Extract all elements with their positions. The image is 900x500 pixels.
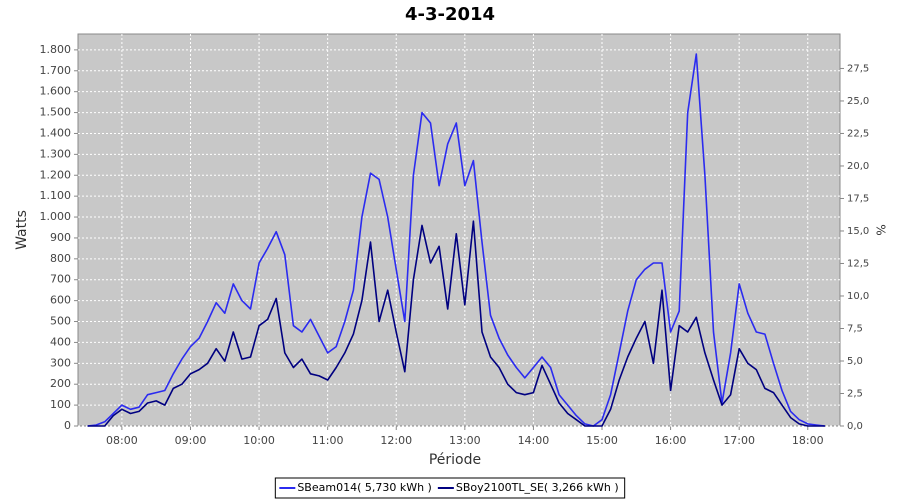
- x-tick-label: 08:00: [106, 434, 138, 447]
- y-axis-label: Watts: [14, 210, 30, 250]
- x-tick-label: 12:00: [380, 434, 412, 447]
- x-tick-label: 14:00: [518, 434, 550, 447]
- series-line: [87, 220, 825, 427]
- y-tick-label: 1.000: [40, 210, 72, 223]
- y-tick-label: 100: [50, 398, 71, 411]
- y-tick-label: 1.400: [40, 126, 72, 139]
- y2-tick-label: 27,5: [847, 63, 869, 74]
- x-tick-label: 13:00: [449, 434, 481, 447]
- chart-title: 4-3-2014: [405, 4, 495, 25]
- x-tick-label: 09:00: [175, 434, 207, 447]
- y2-tick-label: 7,5: [847, 323, 863, 334]
- series-line: [87, 53, 825, 427]
- y-tick-label: 600: [50, 294, 71, 307]
- y-tick-label: 900: [50, 231, 71, 244]
- x-tick-label: 10:00: [243, 434, 275, 447]
- y2-tick-label: 2,5: [847, 388, 863, 399]
- y-tick-label: 0: [64, 419, 71, 432]
- legend-label: SBeam014( 5,730 kWh ): [297, 481, 432, 494]
- y-tick-label: 500: [50, 315, 71, 328]
- y-tick-label: 1.100: [40, 189, 72, 202]
- y-tick-label: 1.300: [40, 147, 72, 160]
- y-tick-label: 800: [50, 252, 71, 265]
- y2-tick-label: 17,5: [847, 193, 869, 204]
- x-axis-label: Période: [429, 452, 481, 468]
- y-tick-label: 1.500: [40, 106, 72, 119]
- y2-tick-label: 0,0: [847, 421, 863, 432]
- x-tick-label: 18:00: [792, 434, 824, 447]
- y2-axis-label: %: [874, 224, 888, 235]
- y-tick-label: 1.700: [40, 64, 72, 77]
- x-tick-label: 16:00: [655, 434, 687, 447]
- y2-tick-label: 20,0: [847, 161, 869, 172]
- y2-tick-label: 5,0: [847, 356, 863, 367]
- x-tick-label: 11:00: [312, 434, 344, 447]
- plot-area: [77, 33, 841, 427]
- y-tick-label: 400: [50, 335, 71, 348]
- y-tick-label: 1.800: [40, 43, 72, 56]
- y2-tick-label: 10,0: [847, 291, 869, 302]
- y2-tick-label: 25,0: [847, 96, 869, 107]
- y2-tick-label: 12,5: [847, 258, 869, 269]
- y-tick-label: 1.200: [40, 168, 72, 181]
- x-tick-label: 15:00: [586, 434, 618, 447]
- y-tick-label: 700: [50, 273, 71, 286]
- legend-label: SBoy2100TL_SE( 3,266 kWh ): [456, 481, 619, 494]
- y2-tick-label: 22,5: [847, 128, 869, 139]
- y-tick-label: 200: [50, 377, 71, 390]
- y-tick-label: 300: [50, 356, 71, 369]
- y-tick-label: 1.600: [40, 85, 72, 98]
- x-tick-label: 17:00: [723, 434, 755, 447]
- y2-tick-label: 15,0: [847, 226, 869, 237]
